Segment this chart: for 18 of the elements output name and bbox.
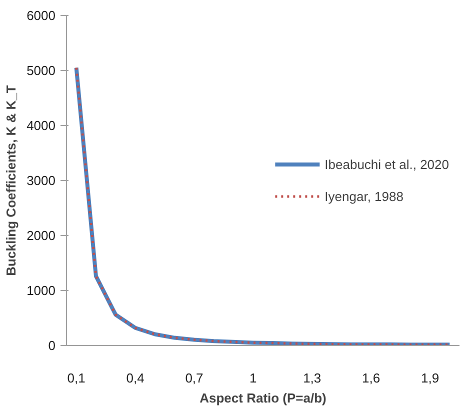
y-tick-label: 4000	[26, 118, 56, 133]
legend-label: Iyengar, 1988	[324, 188, 404, 204]
y-tick-label: 0	[48, 338, 56, 353]
y-tick-label: 2000	[26, 228, 56, 243]
x-tick-label: 0,7	[185, 370, 204, 386]
y-tick-label: 5000	[26, 63, 56, 78]
legend-label: Ibeabuchi et al., 2020	[324, 156, 449, 172]
y-tick-label: 6000	[26, 8, 56, 23]
x-tick-label: 1	[250, 370, 257, 386]
x-tick-label: 0,1	[67, 370, 86, 386]
x-tick-label: 0,4	[126, 370, 144, 386]
x-tick-label: 1,6	[362, 370, 380, 386]
y-axis-title: Buckling Coefficients, K & K_T	[4, 85, 19, 276]
x-axis-title: Aspect Ratio (P=a/b)	[200, 390, 326, 406]
x-tick-label: 1,9	[420, 370, 440, 386]
y-tick-label: 1000	[26, 283, 56, 298]
x-tick-label: 1,3	[303, 370, 322, 386]
y-tick-label: 3000	[26, 173, 56, 188]
